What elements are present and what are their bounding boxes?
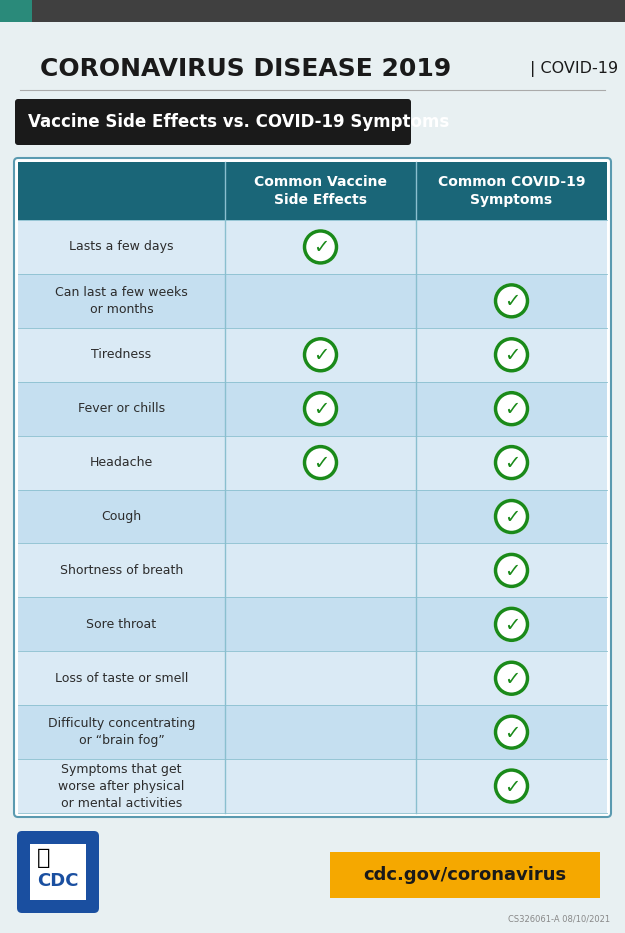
Circle shape bbox=[304, 230, 338, 264]
Text: Sore throat: Sore throat bbox=[86, 618, 156, 631]
Circle shape bbox=[494, 769, 529, 803]
Circle shape bbox=[494, 661, 529, 695]
Text: Shortness of breath: Shortness of breath bbox=[60, 564, 183, 577]
FancyBboxPatch shape bbox=[18, 705, 607, 759]
FancyBboxPatch shape bbox=[18, 759, 607, 813]
FancyBboxPatch shape bbox=[18, 490, 607, 543]
Circle shape bbox=[494, 338, 529, 371]
Text: ✓: ✓ bbox=[504, 777, 521, 797]
Text: ✓: ✓ bbox=[504, 508, 521, 527]
FancyBboxPatch shape bbox=[17, 831, 99, 913]
Text: Vaccine Side Effects vs. COVID-19 Symptoms: Vaccine Side Effects vs. COVID-19 Sympto… bbox=[28, 113, 449, 131]
Circle shape bbox=[494, 499, 529, 534]
Text: Headache: Headache bbox=[90, 456, 153, 469]
FancyBboxPatch shape bbox=[0, 0, 32, 22]
Text: ✓: ✓ bbox=[313, 239, 330, 258]
Text: ✓: ✓ bbox=[504, 400, 521, 419]
FancyBboxPatch shape bbox=[14, 158, 611, 817]
Text: ✓: ✓ bbox=[504, 454, 521, 473]
FancyBboxPatch shape bbox=[18, 162, 607, 220]
Text: CDC: CDC bbox=[38, 871, 79, 890]
Text: cdc.gov/coronavirus: cdc.gov/coronavirus bbox=[364, 866, 567, 884]
Text: ✓: ✓ bbox=[313, 400, 330, 419]
Circle shape bbox=[494, 607, 529, 641]
Circle shape bbox=[494, 553, 529, 588]
Text: Symptoms that get
worse after physical
or mental activities: Symptoms that get worse after physical o… bbox=[58, 762, 185, 810]
Text: Common Vaccine
Side Effects: Common Vaccine Side Effects bbox=[254, 175, 387, 206]
Circle shape bbox=[494, 284, 529, 318]
Text: 🦅: 🦅 bbox=[37, 847, 50, 868]
Circle shape bbox=[494, 446, 529, 480]
FancyBboxPatch shape bbox=[18, 382, 607, 436]
Circle shape bbox=[304, 446, 338, 480]
Text: ✓: ✓ bbox=[504, 616, 521, 634]
Text: Difficulty concentrating
or “brain fog”: Difficulty concentrating or “brain fog” bbox=[48, 717, 195, 747]
Text: ✓: ✓ bbox=[504, 346, 521, 366]
Text: Lasts a few days: Lasts a few days bbox=[69, 241, 174, 254]
FancyBboxPatch shape bbox=[18, 220, 607, 274]
Text: CORONAVIRUS DISEASE 2019: CORONAVIRUS DISEASE 2019 bbox=[40, 57, 451, 81]
FancyBboxPatch shape bbox=[18, 274, 607, 327]
Text: ✓: ✓ bbox=[504, 724, 521, 743]
FancyBboxPatch shape bbox=[18, 436, 607, 490]
FancyBboxPatch shape bbox=[0, 0, 625, 22]
Circle shape bbox=[494, 392, 529, 425]
Circle shape bbox=[304, 338, 338, 371]
Text: ✓: ✓ bbox=[504, 562, 521, 581]
Text: ✓: ✓ bbox=[313, 346, 330, 366]
FancyBboxPatch shape bbox=[30, 844, 86, 900]
Text: ✓: ✓ bbox=[504, 670, 521, 689]
FancyBboxPatch shape bbox=[18, 597, 607, 651]
FancyBboxPatch shape bbox=[18, 543, 607, 597]
Text: CS326061-A 08/10/2021: CS326061-A 08/10/2021 bbox=[508, 914, 610, 923]
Text: Common COVID-19
Symptoms: Common COVID-19 Symptoms bbox=[438, 175, 585, 206]
Text: Fever or chills: Fever or chills bbox=[78, 402, 165, 415]
Text: Cough: Cough bbox=[101, 510, 141, 523]
FancyBboxPatch shape bbox=[330, 852, 600, 898]
FancyBboxPatch shape bbox=[15, 99, 411, 145]
Text: Tiredness: Tiredness bbox=[91, 348, 152, 361]
FancyBboxPatch shape bbox=[18, 651, 607, 705]
FancyBboxPatch shape bbox=[18, 327, 607, 382]
Circle shape bbox=[304, 392, 338, 425]
Text: ✓: ✓ bbox=[313, 454, 330, 473]
Circle shape bbox=[494, 715, 529, 749]
Text: | COVID-19 |: | COVID-19 | bbox=[530, 61, 625, 77]
Text: Can last a few weeks
or months: Can last a few weeks or months bbox=[55, 285, 188, 316]
Text: Loss of taste or smell: Loss of taste or smell bbox=[55, 672, 188, 685]
Text: ✓: ✓ bbox=[504, 292, 521, 312]
